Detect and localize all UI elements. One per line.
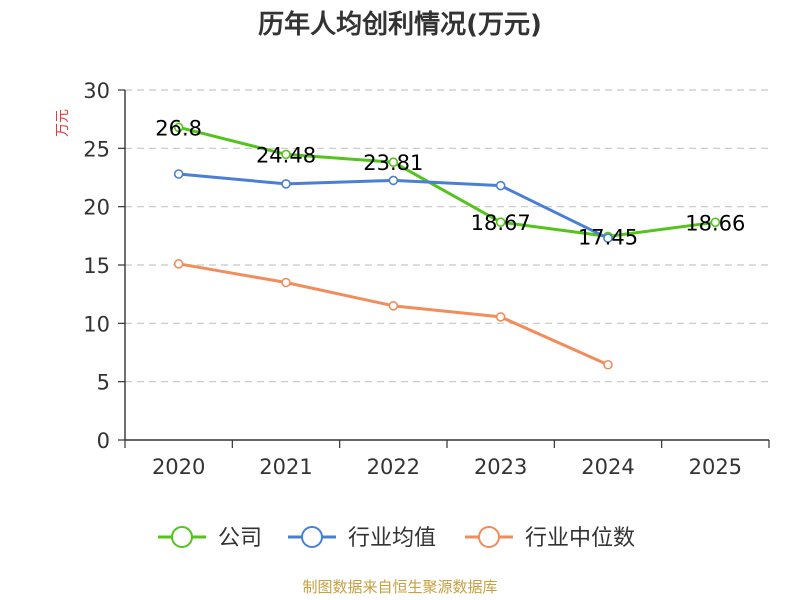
data-point (173, 259, 184, 269)
data-label: 24.48 (256, 143, 316, 167)
data-point (173, 169, 184, 179)
data-label: 17.45 (578, 225, 638, 249)
y-axis-label: 万元 (55, 109, 71, 137)
data-point (281, 149, 291, 160)
y-tick-label: 5 (97, 371, 110, 395)
y-tick-label: 0 (97, 429, 110, 453)
data-point (710, 217, 721, 228)
data-point (603, 233, 613, 243)
x-tick-label: 2023 (474, 455, 527, 479)
data-point (388, 175, 399, 186)
legend-label: 行业均值 (348, 526, 436, 551)
data-label: 26.8 (155, 116, 202, 140)
grid-layer (125, 89, 769, 383)
chart-title: 历年人均创利情况(万元) (258, 9, 542, 40)
y-tick-label: 15 (83, 254, 110, 278)
data-point (388, 157, 399, 168)
source-note: 制图数据来自恒生聚源数据库 (302, 578, 497, 596)
data-point (495, 217, 506, 227)
legend-label: 公司 (218, 526, 262, 551)
legend-item-3[interactable]: 行业中位数 (465, 526, 635, 551)
data-point (281, 277, 291, 288)
data-point (495, 312, 506, 322)
data-point (281, 179, 291, 189)
x-tick-label: 2021 (259, 455, 312, 479)
y-tick-label: 20 (83, 196, 110, 220)
series-line-1 (178, 125, 716, 238)
data-point (173, 122, 184, 133)
data-label: 18.67 (471, 211, 531, 235)
legend-marker (478, 526, 500, 548)
y-tick-label: 10 (83, 312, 110, 336)
x-tick-label: 2024 (581, 455, 634, 479)
data-label: 23.81 (363, 151, 423, 175)
x-tick-label: 2022 (367, 455, 420, 479)
series-line-3 (178, 262, 609, 367)
legend-item-2[interactable]: 行业均值 (288, 526, 436, 551)
data-point (603, 359, 613, 370)
x-tick-label: 2020 (152, 455, 205, 479)
y-tick-label: 25 (83, 137, 110, 161)
data-point (388, 301, 399, 311)
data-point (495, 180, 506, 191)
data-label-layer: 26.8 24.48 23.81 18.67 17.45 18.66 (155, 116, 745, 249)
legend-item-1[interactable]: 公司 (158, 526, 262, 551)
legend-marker (301, 526, 323, 548)
legend-marker (171, 526, 193, 548)
y-tick-label: 30 (83, 79, 110, 103)
legend: 公司 行业均值 行业中位数 (158, 526, 635, 551)
legend-label: 行业中位数 (525, 526, 635, 551)
data-label: 18.66 (685, 211, 745, 235)
x-tick-label: 2025 (689, 455, 742, 479)
series-layer (173, 122, 721, 370)
